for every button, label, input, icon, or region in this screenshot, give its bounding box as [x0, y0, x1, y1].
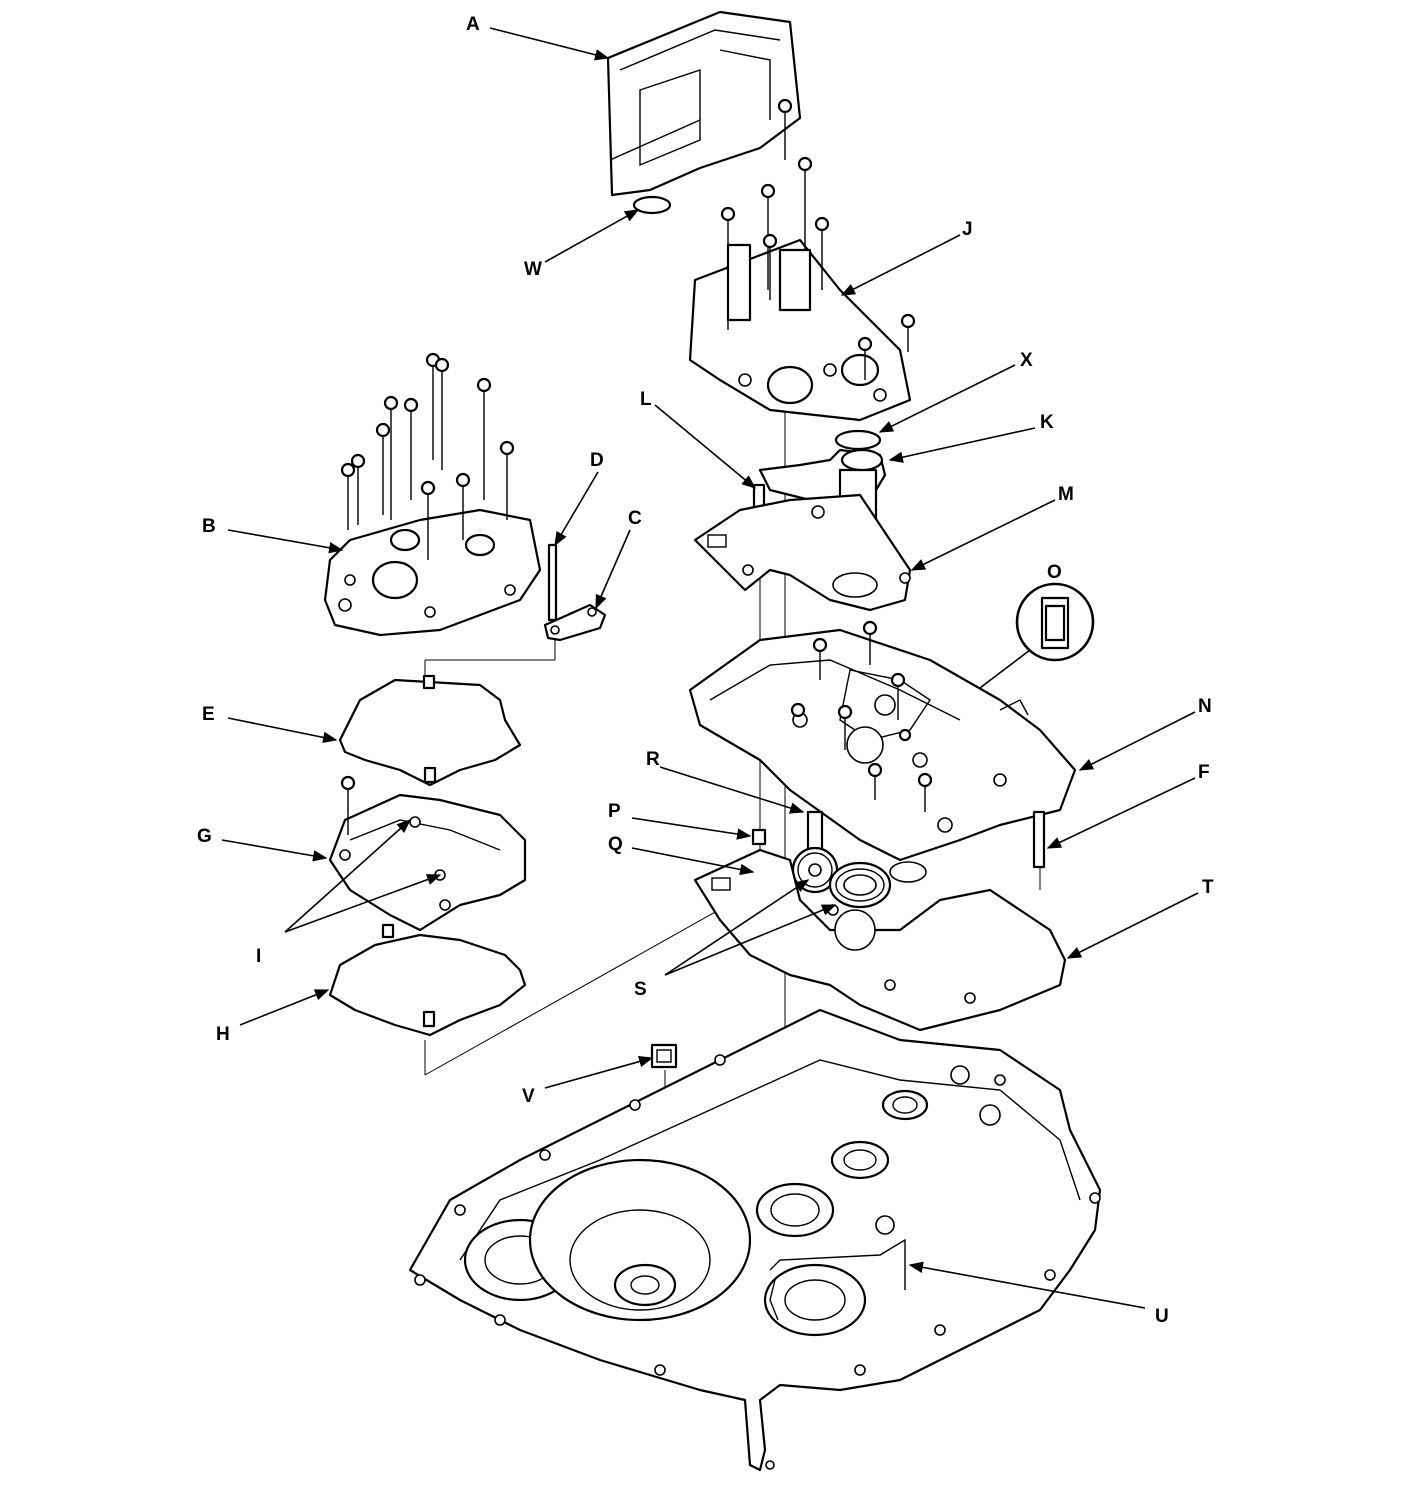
label-x: X — [1020, 350, 1033, 371]
label-t: T — [1202, 877, 1214, 898]
label-o: O — [1047, 562, 1062, 583]
part-j-servo-body — [688, 98, 916, 422]
label-w: W — [524, 259, 542, 280]
transmission-housing — [408, 1008, 1102, 1472]
label-a: A — [466, 14, 480, 35]
label-v: V — [522, 1086, 535, 1107]
part-h-separator-plate — [328, 923, 527, 1037]
label-n: N — [1198, 696, 1212, 717]
label-q: Q — [608, 834, 623, 855]
part-f-dowel-pin — [1032, 810, 1046, 869]
label-g: G — [197, 826, 212, 847]
label-h: H — [216, 1024, 230, 1045]
part-c-lever — [543, 603, 607, 642]
label-l: L — [640, 389, 652, 410]
label-d: D — [590, 450, 604, 471]
callout-labels: A W J X K L M O N F T B D C E G I H R P … — [197, 14, 1214, 1327]
part-a-strainer — [606, 10, 802, 215]
label-f: F — [1198, 762, 1210, 783]
label-m: M — [1058, 484, 1074, 505]
part-t-separator-plate — [693, 848, 1067, 1032]
label-j: J — [962, 219, 973, 240]
part-b-bolts — [340, 352, 515, 560]
label-u: U — [1155, 1306, 1169, 1327]
part-s-gears — [791, 846, 892, 909]
part-g-valve-body — [328, 775, 527, 932]
part-e-separator-plate — [338, 674, 522, 787]
label-b: B — [202, 516, 216, 537]
label-e: E — [202, 704, 215, 725]
part-d-shaft — [547, 543, 558, 622]
part-x-o-ring — [834, 429, 882, 451]
part-j-bolts — [720, 98, 916, 380]
part-p-check-ball — [751, 828, 767, 846]
label-p: P — [608, 801, 621, 822]
part-v-sensor — [650, 1043, 678, 1069]
label-r: R — [646, 749, 660, 770]
label-i: I — [256, 946, 261, 967]
part-n-bolts — [790, 620, 933, 812]
part-m-separator-plate — [693, 493, 912, 612]
label-c: C — [628, 508, 642, 529]
leader-lines — [221, 27, 1199, 1309]
label-s: S — [634, 979, 647, 1000]
part-b-valve-body — [323, 352, 542, 637]
label-k: K — [1040, 412, 1054, 433]
part-n-main-valve-body — [688, 620, 1077, 862]
